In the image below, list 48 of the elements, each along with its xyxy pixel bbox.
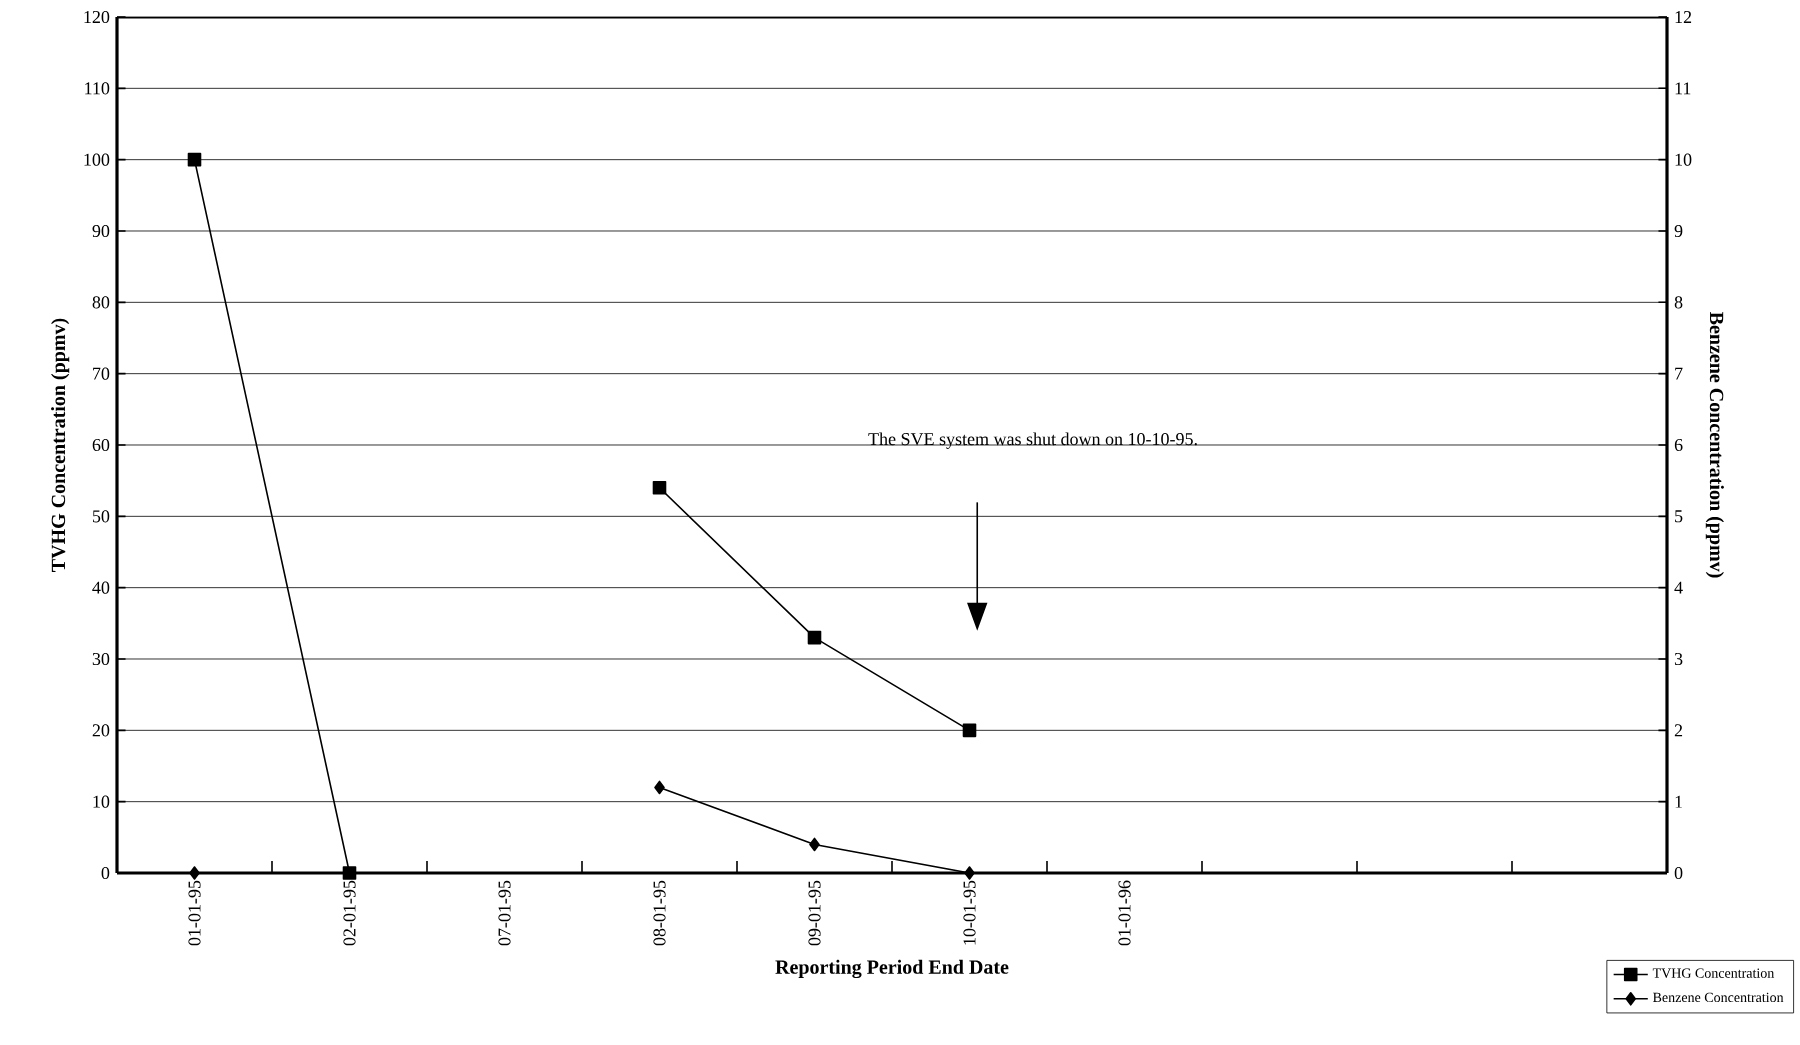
y2-tick-label: 2	[1674, 724, 1683, 737]
y-tick-label: 90	[92, 224, 110, 238]
x-tick-label: 07-01-95	[498, 880, 511, 946]
legend-label: TVHG Concentration	[1652, 968, 1775, 978]
y-tick-label: 110	[85, 82, 110, 95]
point	[809, 837, 820, 852]
y-axis-title: TVHG Concentration (ppmv)	[51, 318, 70, 572]
y-tick-label: 10	[93, 795, 110, 808]
y2-tick-label: 6	[1674, 438, 1683, 452]
point	[652, 481, 667, 495]
y-tick-label: 50	[92, 510, 110, 523]
y-tick-label: 70	[93, 367, 110, 380]
y2-tick-label: 12	[1675, 11, 1692, 23]
x-tick-label: 01-01-96	[1118, 880, 1131, 946]
y2-tick-label: 11	[1675, 82, 1691, 95]
y2-tick-label: 8	[1674, 296, 1683, 309]
point	[962, 723, 977, 738]
y-tick-label: 30	[92, 652, 110, 666]
x-tick-label: 10-01-95	[963, 880, 976, 945]
y-tick-label: 100	[84, 153, 110, 166]
x-tick-label: 09-01-95	[808, 880, 821, 946]
point	[189, 866, 200, 880]
y2-tick-label: 0	[1674, 866, 1683, 880]
x-tick-label: 08-01-95	[653, 880, 666, 946]
y-tick-label: 20	[92, 724, 110, 737]
y2-axis-title: Benzene Concentration (ppmv)	[1705, 312, 1724, 578]
x-axis-title: Reporting Period End Date	[775, 959, 1009, 979]
point	[654, 780, 665, 795]
point	[187, 152, 202, 167]
y2-tick-label: 9	[1674, 224, 1683, 238]
point	[807, 630, 822, 645]
y-tick-label: 60	[92, 438, 110, 452]
x-tick-label: 01-01-95	[188, 880, 201, 946]
y2-tick-label: 1	[1675, 795, 1682, 808]
y-tick-label: 0	[101, 866, 110, 880]
y2-tick-label: 3	[1674, 652, 1683, 666]
point	[964, 866, 975, 880]
y2-tick-label: 10	[1675, 153, 1692, 166]
y2-tick-label: 4	[1674, 581, 1683, 594]
y-tick-label: 40	[92, 581, 110, 594]
y-tick-label: 80	[92, 296, 110, 309]
annotation: The SVE system was shut down on 10-10-95.	[868, 432, 1197, 449]
y2-tick-label: 7	[1675, 367, 1683, 380]
point	[342, 866, 357, 880]
y-tick-label: 120	[84, 10, 110, 24]
x-tick-label: 02-01-95	[343, 880, 356, 946]
legend-label: Benzene Concentration	[1653, 992, 1784, 1003]
y2-tick-label: 5	[1675, 510, 1683, 523]
